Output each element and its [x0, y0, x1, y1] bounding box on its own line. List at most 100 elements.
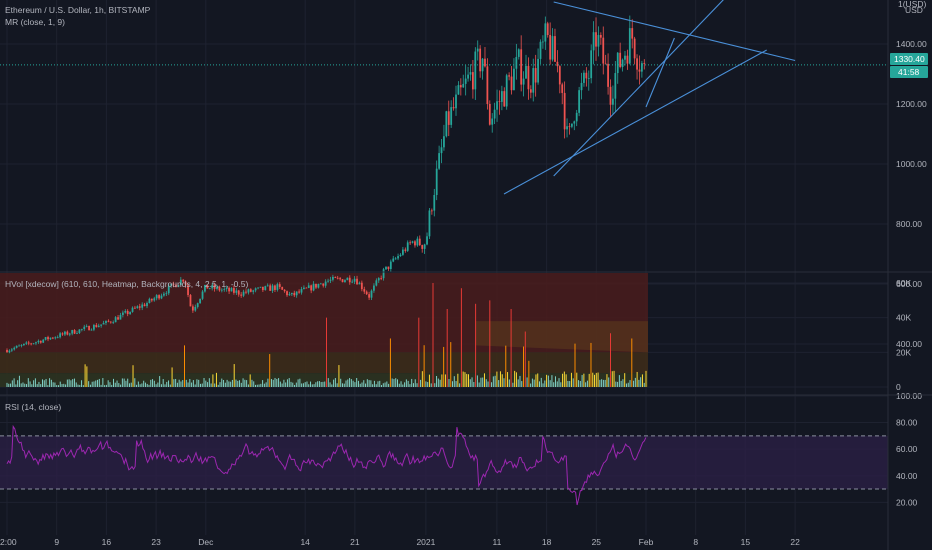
candle-body[interactable]: [97, 325, 100, 328]
candle-body[interactable]: [358, 282, 361, 285]
candle-body[interactable]: [305, 287, 308, 289]
candle-body[interactable]: [228, 287, 230, 292]
trendline-upper[interactable]: [553, 1, 796, 62]
candle-body[interactable]: [430, 210, 433, 212]
candle-body[interactable]: [522, 78, 525, 85]
candle-body[interactable]: [426, 236, 428, 245]
candle-body[interactable]: [491, 118, 494, 125]
candle-body[interactable]: [66, 331, 69, 335]
candle-body[interactable]: [537, 58, 539, 83]
candle-body[interactable]: [83, 326, 86, 329]
candle-body[interactable]: [124, 310, 127, 313]
candle-body[interactable]: [493, 109, 496, 119]
candle-body[interactable]: [71, 330, 74, 334]
candle-body[interactable]: [433, 194, 436, 211]
candle-body[interactable]: [609, 86, 612, 105]
candle-body[interactable]: [640, 63, 643, 72]
candle-body[interactable]: [592, 32, 595, 51]
candle-body[interactable]: [288, 294, 291, 296]
candle-body[interactable]: [25, 342, 28, 344]
candle-body[interactable]: [520, 49, 523, 85]
candle-body[interactable]: [59, 333, 62, 338]
candle-body[interactable]: [175, 284, 177, 288]
candle-body[interactable]: [544, 23, 547, 42]
candle-body[interactable]: [636, 58, 638, 70]
candle-body[interactable]: [421, 245, 424, 249]
candle-body[interactable]: [105, 320, 107, 323]
candle-body[interactable]: [479, 48, 482, 72]
candle-body[interactable]: [206, 284, 209, 289]
trendline-lower[interactable]: [503, 49, 767, 195]
candle-body[interactable]: [443, 136, 445, 148]
candle-body[interactable]: [6, 350, 8, 353]
candle-body[interactable]: [633, 38, 636, 59]
candle-body[interactable]: [447, 111, 450, 125]
candle-body[interactable]: [469, 72, 472, 75]
candle-body[interactable]: [389, 261, 392, 270]
candle-body[interactable]: [322, 283, 325, 286]
candle-body[interactable]: [126, 310, 129, 315]
candle-body[interactable]: [201, 291, 204, 299]
candle-body[interactable]: [131, 307, 134, 312]
candle-body[interactable]: [464, 78, 467, 84]
candle-body[interactable]: [573, 121, 576, 124]
candle-body[interactable]: [375, 280, 378, 286]
candle-body[interactable]: [331, 276, 334, 280]
candle-body[interactable]: [208, 288, 211, 290]
candle-body[interactable]: [194, 306, 197, 311]
candle-body[interactable]: [121, 312, 124, 315]
candle-body[interactable]: [488, 103, 491, 125]
candle-body[interactable]: [365, 291, 368, 295]
candle-body[interactable]: [368, 294, 370, 298]
hvol-label[interactable]: HVol [xdecow] (610, 610, Heatmap, Backgr…: [5, 279, 248, 289]
candle-body[interactable]: [590, 50, 593, 79]
candle-body[interactable]: [30, 343, 33, 345]
candle-body[interactable]: [583, 72, 585, 83]
candle-body[interactable]: [551, 36, 554, 60]
candle-body[interactable]: [78, 329, 81, 334]
candle-body[interactable]: [271, 285, 274, 291]
candle-body[interactable]: [554, 36, 556, 62]
candle-body[interactable]: [614, 73, 617, 99]
candle-body[interactable]: [148, 298, 151, 303]
candle-body[interactable]: [47, 337, 49, 340]
candle-body[interactable]: [245, 291, 247, 293]
candle-body[interactable]: [129, 311, 132, 315]
candle-body[interactable]: [346, 277, 349, 281]
candle-body[interactable]: [392, 258, 395, 262]
candle-body[interactable]: [68, 333, 71, 335]
candle-body[interactable]: [51, 337, 54, 339]
candle-body[interactable]: [93, 324, 95, 330]
candle-body[interactable]: [508, 75, 511, 77]
candle-body[interactable]: [155, 295, 158, 299]
candle-body[interactable]: [498, 101, 501, 103]
candle-body[interactable]: [90, 329, 93, 331]
candle-body[interactable]: [324, 281, 327, 286]
candle-body[interactable]: [254, 288, 257, 291]
candle-body[interactable]: [624, 55, 626, 60]
candle-body[interactable]: [428, 210, 431, 237]
candle-body[interactable]: [22, 343, 25, 346]
candle-body[interactable]: [295, 291, 298, 296]
rsi-line[interactable]: [6, 424, 647, 506]
candle-body[interactable]: [329, 279, 332, 281]
candle-body[interactable]: [612, 98, 614, 105]
candle-body[interactable]: [220, 289, 223, 291]
candle-body[interactable]: [264, 286, 267, 291]
candle-body[interactable]: [455, 94, 457, 109]
candle-body[interactable]: [269, 285, 272, 291]
candle-body[interactable]: [628, 28, 631, 64]
candle-body[interactable]: [249, 289, 252, 292]
candle-body[interactable]: [95, 324, 98, 328]
candle-body[interactable]: [261, 286, 264, 291]
candle-body[interactable]: [595, 32, 597, 47]
candle-body[interactable]: [476, 48, 479, 52]
candle-body[interactable]: [160, 295, 163, 299]
candle-body[interactable]: [146, 302, 148, 307]
candle-body[interactable]: [457, 85, 460, 95]
candle-body[interactable]: [76, 333, 78, 334]
candle-body[interactable]: [585, 72, 588, 79]
candle-body[interactable]: [259, 286, 262, 288]
candle-body[interactable]: [310, 285, 313, 291]
candle-body[interactable]: [539, 41, 542, 59]
